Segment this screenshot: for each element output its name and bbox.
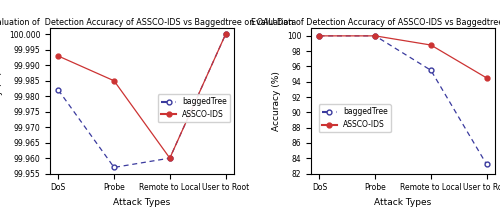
- Y-axis label: Accuracy (%): Accuracy (%): [0, 71, 3, 131]
- Legend: baggedTree, ASSCO-IDS: baggedTree, ASSCO-IDS: [318, 104, 391, 132]
- Legend: baggedTree, ASSCO-IDS: baggedTree, ASSCO-IDS: [158, 94, 230, 122]
- Y-axis label: Accuracy (%): Accuracy (%): [272, 71, 281, 131]
- X-axis label: Attack Types: Attack Types: [114, 198, 170, 207]
- Title: Evaluation of Detection Accuracy of ASSCO-IDS vs Baggedtree on NSL Data: Evaluation of Detection Accuracy of ASSC…: [251, 18, 500, 27]
- X-axis label: Attack Types: Attack Types: [374, 198, 432, 207]
- Title: Evaluation of  Detection Accuracy of ASSCO-IDS vs Baggedtree on OAU Data: Evaluation of Detection Accuracy of ASSC…: [0, 18, 296, 27]
